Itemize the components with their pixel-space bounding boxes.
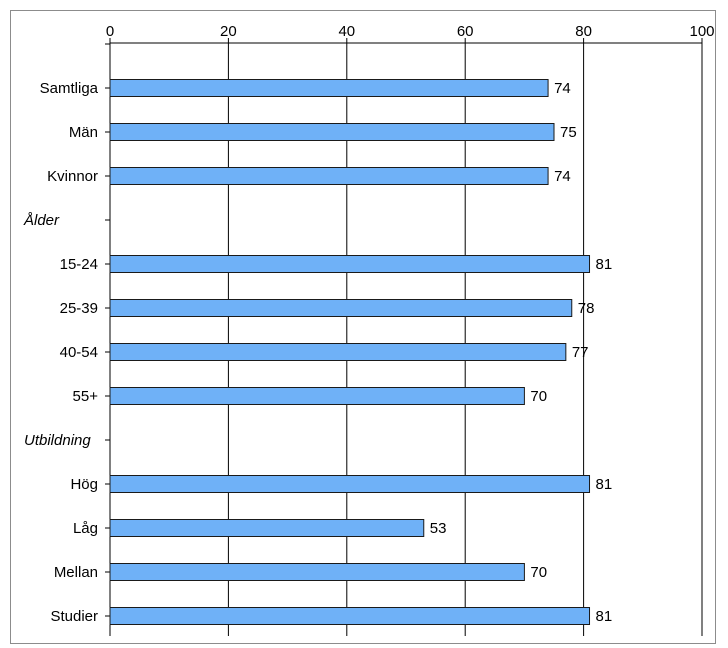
x-tick-label: 80 bbox=[575, 23, 592, 40]
data-label: 70 bbox=[530, 564, 547, 581]
data-label: 74 bbox=[554, 80, 571, 97]
category-label: 15-24 bbox=[60, 256, 98, 273]
data-label: 81 bbox=[596, 608, 613, 625]
bar bbox=[109, 387, 525, 405]
group-heading-label: Ålder bbox=[23, 212, 60, 229]
x-tick-label: 60 bbox=[457, 23, 474, 40]
bar bbox=[109, 475, 591, 493]
x-tick-label: 20 bbox=[220, 23, 237, 40]
bar bbox=[109, 167, 549, 185]
category-label: Män bbox=[69, 124, 98, 141]
category-label: Hög bbox=[70, 476, 98, 493]
data-label: 53 bbox=[430, 520, 447, 537]
data-label: 70 bbox=[530, 388, 547, 405]
data-label: 81 bbox=[596, 256, 613, 273]
category-label: 40-54 bbox=[60, 344, 98, 361]
data-label: 75 bbox=[560, 124, 577, 141]
x-tick-label: 100 bbox=[689, 23, 714, 40]
bar bbox=[109, 79, 549, 97]
category-label: 55+ bbox=[73, 388, 99, 405]
chart-frame bbox=[10, 10, 716, 644]
bar bbox=[109, 255, 591, 273]
bar bbox=[109, 343, 567, 361]
bar bbox=[109, 123, 555, 141]
category-label: Samtliga bbox=[40, 80, 99, 97]
data-label: 77 bbox=[572, 344, 589, 361]
category-label: Mellan bbox=[54, 564, 98, 581]
data-label: 81 bbox=[596, 476, 613, 493]
x-tick-label: 0 bbox=[106, 23, 114, 40]
data-label: 74 bbox=[554, 168, 571, 185]
data-label: 78 bbox=[578, 300, 595, 317]
bar bbox=[109, 299, 573, 317]
x-tick-label: 40 bbox=[338, 23, 355, 40]
category-label: Studier bbox=[50, 608, 98, 625]
bar bbox=[109, 519, 425, 537]
bar bbox=[109, 563, 525, 581]
group-heading-label: Utbildning bbox=[24, 432, 91, 449]
category-label: 25-39 bbox=[60, 300, 98, 317]
category-label: Låg bbox=[73, 520, 98, 537]
bar bbox=[109, 607, 591, 625]
category-label: Kvinnor bbox=[47, 168, 98, 185]
